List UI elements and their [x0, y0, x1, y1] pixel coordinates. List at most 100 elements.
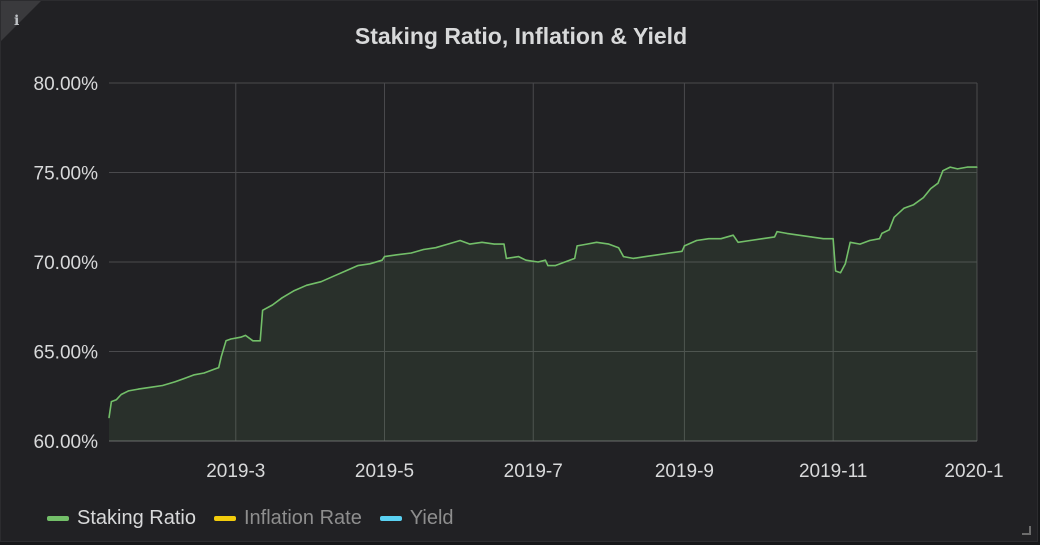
- data-point: [644, 256, 647, 258]
- data-point: [683, 245, 686, 247]
- data-point: [281, 297, 283, 299]
- data-point: [832, 238, 834, 240]
- data-point: [422, 248, 425, 251]
- data-point: [193, 374, 195, 376]
- data-point: [357, 265, 359, 267]
- data-point: [459, 239, 461, 242]
- series-area-staking-ratio: [109, 167, 977, 441]
- data-point: [547, 265, 549, 267]
- x-tick-label: 2019-3: [206, 461, 265, 482]
- legend-label-yield: Yield: [409, 507, 454, 529]
- data-point: [749, 239, 751, 242]
- data-point: [761, 238, 764, 240]
- data-point: [447, 243, 449, 245]
- data-point: [949, 166, 951, 168]
- data-point: [332, 275, 334, 277]
- legend-swatch-yield: [379, 516, 402, 521]
- data-point: [632, 257, 634, 259]
- legend-label-inflation-rate: Inflation Rate: [243, 507, 362, 529]
- data-point: [320, 281, 322, 283]
- y-tick-label: 70.00%: [34, 253, 99, 274]
- data-point: [942, 170, 944, 172]
- data-point: [240, 336, 242, 338]
- y-tick-label: 60.00%: [34, 432, 99, 453]
- data-point: [574, 257, 576, 259]
- y-tick-label: 80.00%: [34, 74, 99, 95]
- data-point: [184, 377, 186, 379]
- data-point: [259, 340, 261, 342]
- legend-item-inflation-rate[interactable]: Inflation Rate: [213, 507, 362, 530]
- data-point: [469, 243, 471, 245]
- data-point: [230, 338, 232, 340]
- data-point: [244, 334, 247, 336]
- data-point: [732, 234, 734, 236]
- data-point: [293, 290, 295, 292]
- data-point: [305, 284, 308, 286]
- y-axis: 60.00% 65.00% 70.00% 75.00% 80.00%: [34, 74, 99, 453]
- x-axis: 2019-3 2019-5 2019-7 2019-9 2019-11 2020-1: [206, 461, 1003, 482]
- data-point: [737, 241, 739, 243]
- data-point: [115, 399, 117, 401]
- data-point: [822, 238, 825, 240]
- data-point: [869, 239, 871, 242]
- data-point: [622, 256, 625, 258]
- data-point: [108, 417, 110, 419]
- data-point: [383, 256, 386, 258]
- data-point: [127, 390, 130, 392]
- data-point: [225, 340, 227, 342]
- legend-item-staking-ratio[interactable]: Staking Ratio: [47, 507, 196, 530]
- info-corner[interactable]: [1, 1, 41, 41]
- data-point: [913, 204, 915, 206]
- data-point: [203, 372, 205, 374]
- x-tick-label: 2019-7: [504, 461, 563, 482]
- data-point: [888, 229, 890, 231]
- data-point: [344, 270, 347, 272]
- data-point: [493, 243, 495, 245]
- data-point: [881, 232, 883, 234]
- data-point: [976, 166, 978, 168]
- data-point: [966, 166, 968, 168]
- data-point: [922, 197, 925, 199]
- data-point: [776, 231, 778, 233]
- data-point: [537, 261, 539, 263]
- series-line-staking-ratio: [108, 166, 977, 418]
- data-point: [937, 182, 939, 184]
- resize-handle[interactable]: [1022, 526, 1031, 535]
- data-point: [120, 393, 122, 396]
- data-point: [798, 234, 800, 236]
- data-point: [505, 257, 507, 259]
- data-point: [903, 207, 905, 209]
- data-point: [396, 254, 398, 256]
- data-point: [252, 340, 254, 342]
- data-point: [435, 247, 437, 249]
- data-point: [618, 247, 620, 249]
- data-point: [174, 381, 176, 383]
- data-point: [554, 265, 556, 267]
- data-point: [220, 356, 222, 358]
- x-tick-label: 2020-1: [944, 461, 1003, 482]
- data-point: [696, 239, 698, 242]
- data-point: [681, 250, 683, 252]
- data-point: [849, 241, 851, 243]
- data-point: [708, 238, 710, 240]
- legend-item-yield[interactable]: Yield: [379, 507, 454, 530]
- data-point: [596, 241, 598, 243]
- data-point: [859, 243, 861, 245]
- data-point: [503, 243, 505, 245]
- legend: Staking Ratio Inflation Rate Yield: [47, 507, 472, 530]
- data-point: [110, 401, 112, 403]
- data-point: [369, 263, 371, 265]
- info-icon[interactable]: i: [14, 13, 20, 29]
- data-point: [137, 388, 139, 390]
- data-point: [786, 232, 788, 234]
- data-point: [878, 238, 881, 240]
- data-point: [774, 236, 776, 238]
- data-point: [544, 259, 547, 261]
- data-point: [835, 270, 837, 272]
- data-point: [956, 168, 959, 170]
- data-point: [218, 367, 220, 369]
- x-tick-label: 2019-11: [799, 461, 867, 482]
- x-tick-label: 2019-9: [655, 461, 714, 482]
